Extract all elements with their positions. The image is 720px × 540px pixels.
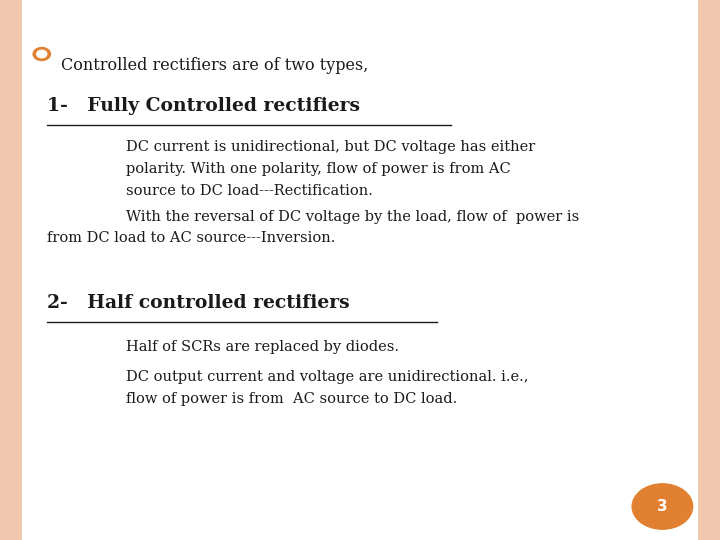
Text: 3: 3 bbox=[657, 499, 667, 514]
Text: Controlled rectifiers are of two types,: Controlled rectifiers are of two types, bbox=[61, 57, 369, 73]
Text: 1-   Fully Controlled rectifiers: 1- Fully Controlled rectifiers bbox=[47, 97, 360, 115]
Circle shape bbox=[632, 484, 693, 529]
Text: flow of power is from  AC source to DC load.: flow of power is from AC source to DC lo… bbox=[126, 392, 457, 406]
Text: Half of SCRs are replaced by diodes.: Half of SCRs are replaced by diodes. bbox=[126, 340, 399, 354]
Text: source to DC load---Rectification.: source to DC load---Rectification. bbox=[126, 184, 373, 198]
FancyBboxPatch shape bbox=[0, 0, 22, 540]
Text: With the reversal of DC voltage by the load, flow of  power is: With the reversal of DC voltage by the l… bbox=[126, 210, 580, 224]
Text: 2-   Half controlled rectifiers: 2- Half controlled rectifiers bbox=[47, 294, 349, 312]
Text: polarity. With one polarity, flow of power is from AC: polarity. With one polarity, flow of pow… bbox=[126, 162, 510, 176]
Text: from DC load to AC source---Inversion.: from DC load to AC source---Inversion. bbox=[47, 231, 336, 245]
Circle shape bbox=[37, 50, 47, 58]
Text: DC current is unidirectional, but DC voltage has either: DC current is unidirectional, but DC vol… bbox=[126, 140, 535, 154]
Text: DC output current and voltage are unidirectional. i.e.,: DC output current and voltage are unidir… bbox=[126, 370, 528, 384]
Circle shape bbox=[33, 48, 50, 60]
FancyBboxPatch shape bbox=[698, 0, 720, 540]
